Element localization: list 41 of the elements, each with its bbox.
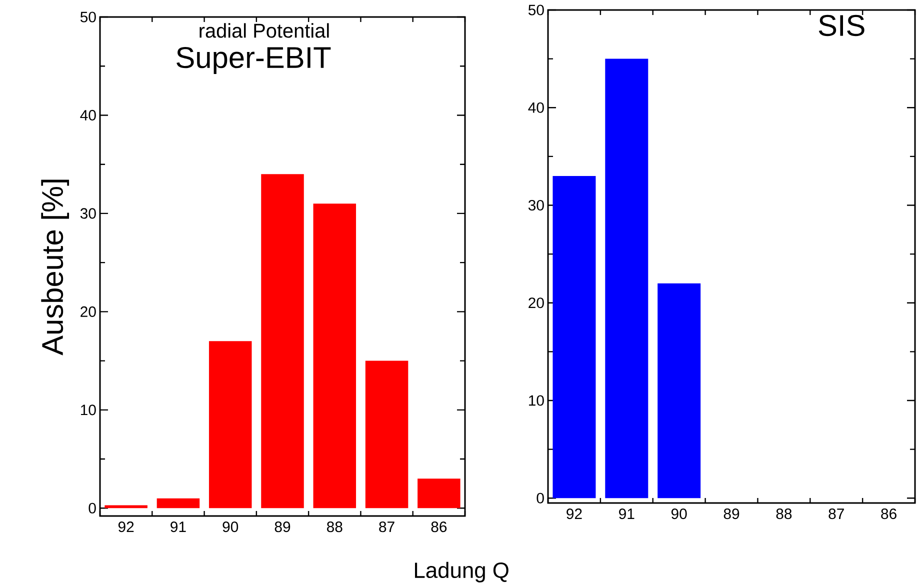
y-tick-label: 0	[88, 502, 96, 514]
x-tick-label: 92	[566, 508, 582, 520]
y-tick-label: 20	[80, 306, 96, 317]
y-tick-label: 40	[80, 110, 96, 121]
x-axis-title: Ladung Q	[415, 562, 508, 582]
chart-title: SIS	[818, 14, 864, 36]
x-tick-label: 87	[379, 522, 394, 532]
y-tick-label: 30	[528, 200, 544, 211]
y-axis-title: Ausbeute [%]	[41, 180, 70, 356]
y-tick-label: 0	[536, 492, 544, 504]
bar	[552, 176, 596, 498]
x-tick-label: 89	[274, 522, 290, 532]
bar	[261, 174, 304, 508]
y-tick-label: 50	[528, 4, 544, 16]
annotation: radial Potential	[200, 23, 329, 38]
x-tick-label: 88	[776, 508, 792, 520]
x-tick-label: 91	[619, 508, 634, 520]
y-tick-label: 10	[81, 404, 96, 416]
y-tick-label: 20	[528, 298, 544, 308]
x-tick-label: 88	[326, 522, 342, 532]
y-tick-label: 50	[80, 12, 96, 22]
x-tick-label: 90	[671, 508, 687, 520]
x-tick-label: 86	[431, 522, 447, 532]
y-tick-label: 30	[80, 208, 96, 219]
text: Super-EBIT	[176, 46, 331, 74]
x-tick-label: 89	[724, 508, 740, 520]
x-tick-label: 86	[881, 508, 896, 520]
y-tick-label: 10	[529, 395, 544, 406]
bar	[156, 498, 200, 508]
x-tick-label: 90	[222, 522, 238, 532]
x-tick-label: 87	[828, 508, 844, 520]
y-tick-label: 40	[528, 102, 544, 113]
x-tick-label: 92	[118, 522, 134, 532]
x-tick-label: 91	[170, 522, 186, 532]
bar	[658, 283, 701, 498]
bar	[418, 478, 460, 508]
bar	[365, 360, 408, 508]
bar	[605, 58, 648, 498]
bar	[208, 341, 252, 508]
bar	[313, 204, 356, 508]
bar	[104, 505, 148, 508]
